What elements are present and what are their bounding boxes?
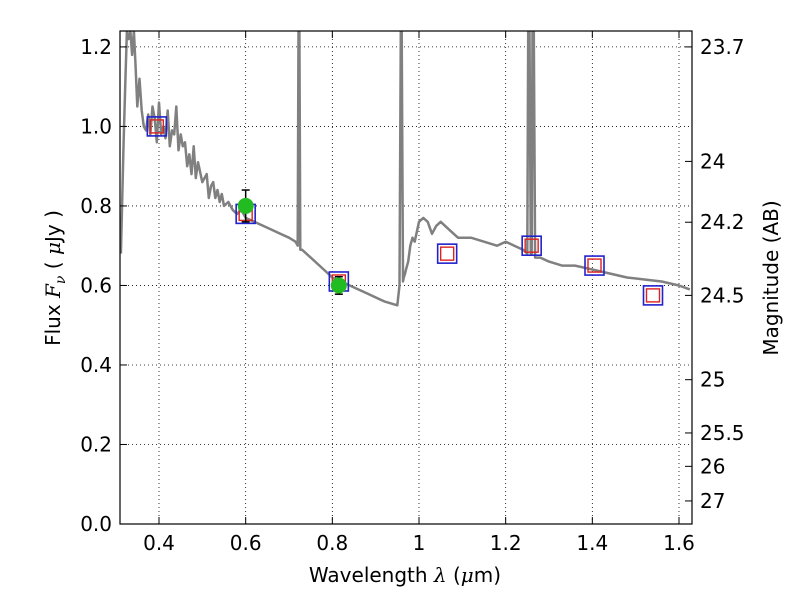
magnitude-tick-label: 25 [700, 368, 725, 392]
photometry-square-marker [521, 235, 542, 256]
magnitude-tick-label: 25.5 [700, 421, 745, 445]
y-tick-label: 0.6 [80, 273, 112, 297]
y-tick-label: 0.2 [80, 432, 112, 456]
model-point-marker [645, 288, 661, 303]
observed-point [330, 277, 347, 294]
x-axis-label: Wavelength λ (μm) [309, 563, 501, 587]
y-tick-label: 0.8 [80, 194, 112, 218]
magnitude-tick-label: 24.5 [700, 283, 745, 307]
x-tick-label: 1.4 [576, 531, 608, 555]
ticks: 0.4 0.6 0.8 1 1.2 1.4 1.6 0.0 0.2 0.4 0.6 0.8 1.0 1.2… [80, 31, 745, 555]
y-tick-label: 1.2 [80, 35, 112, 59]
plot-frame [119, 30, 693, 525]
magnitude-tick-label: 27 [700, 489, 725, 513]
y-axis-label: Flux Fν ( μJy ) [41, 210, 69, 346]
y-tick-label: 0.4 [80, 353, 112, 377]
x-tick-label: 0.4 [143, 531, 175, 555]
magnitude-tick-label: 23.7 [700, 35, 745, 59]
x-tick-label: 1.6 [663, 531, 695, 555]
magnitude-tick-label: 24.2 [700, 210, 745, 234]
photometry-square-marker [146, 116, 168, 137]
y-tick-label: 1.0 [80, 114, 112, 138]
model-point-marker [587, 258, 602, 273]
axes [119, 30, 693, 525]
magnitude-tick-label: 26 [700, 454, 725, 478]
plot-area [120, 31, 691, 307]
model-point-marker [524, 238, 539, 253]
photometry-square-marker [584, 255, 605, 276]
observed-point [237, 197, 254, 214]
y2-axis-label: Magnitude (AB) [759, 200, 783, 355]
x-tick-label: 1.2 [490, 531, 522, 555]
x-tick-label: 0.6 [230, 531, 262, 555]
model-point-marker [439, 246, 455, 261]
y-tick-label: 0.0 [80, 512, 112, 536]
photometry-square-marker [642, 285, 664, 306]
model-point-marker [149, 119, 165, 134]
x-tick-label: 0.8 [316, 531, 348, 555]
magnitude-tick-label: 24 [700, 149, 725, 173]
photometry-square-marker [436, 243, 458, 264]
sed-model-line [120, 31, 691, 307]
grid [120, 31, 692, 525]
x-tick-label: 1 [413, 531, 426, 555]
